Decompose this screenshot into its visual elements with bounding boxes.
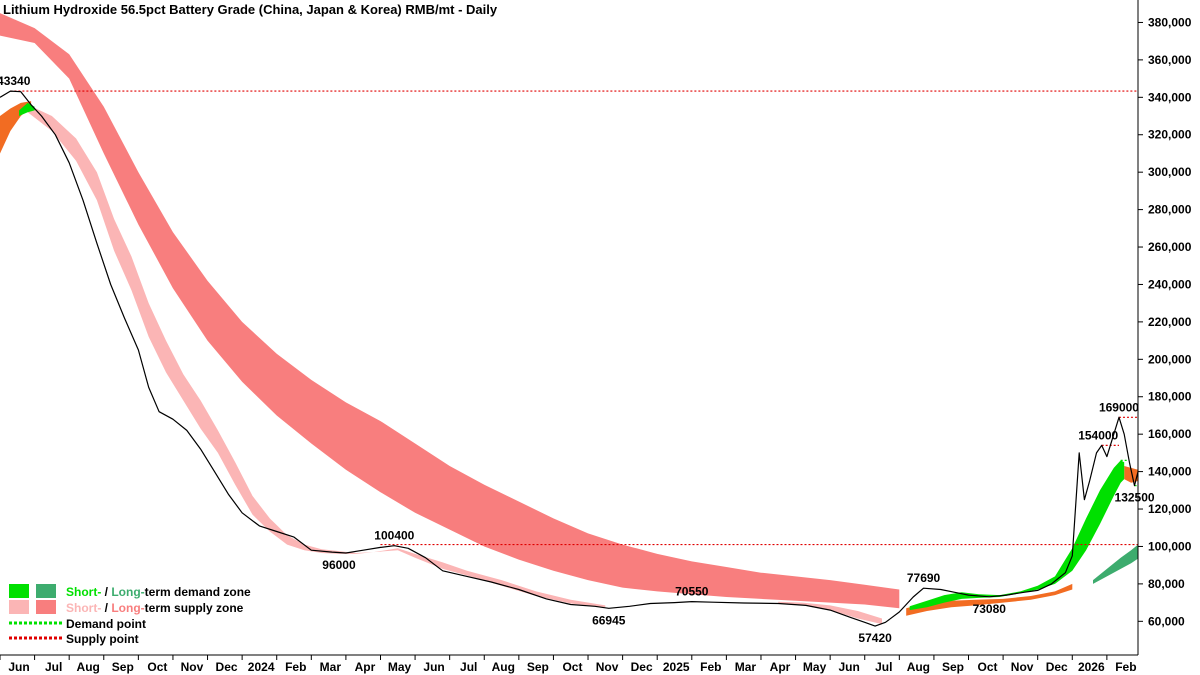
legend-slash: / [101,585,111,599]
y-tick-label: 180,000 [1148,390,1192,404]
y-tick-label: 60,000 [1148,614,1185,628]
annotation-8: 154000 [1078,428,1118,442]
x-tick-label: Feb [1115,660,1136,674]
legend-long-word: Long- [111,585,144,599]
legend-rest: term supply zone [145,601,244,615]
legend-long-supply-swatch [36,600,56,614]
annotation-7: 73080 [973,602,1007,616]
legend-short-demand-swatch [9,584,29,598]
x-tick-label: Aug [492,660,515,674]
x-tick-label: Aug [907,660,930,674]
x-tick-label: Jun [839,660,860,674]
x-tick-label: Sep [527,660,549,674]
x-tick-label: 2025 [663,660,690,674]
x-tick-label: Feb [285,660,306,674]
zone-orange-start [0,101,32,154]
x-tick-label: Nov [596,660,619,674]
y-tick-label: 300,000 [1148,165,1192,179]
x-tick-label: Apr [355,660,376,674]
series-price-line [0,90,1139,627]
y-tick-label: 200,000 [1148,352,1192,366]
x-tick-label: Aug [77,660,100,674]
y-tick-label: 320,000 [1148,128,1192,142]
x-tick-label: Jun [8,660,29,674]
annotations-layer: 343340 100400 96000 70550 66945 57420 77690 730… [0,74,1155,645]
y-tick-label: 340,000 [1148,90,1192,104]
x-tick-label: Sep [942,660,964,674]
x-tick-label: Jun [423,660,444,674]
zone-short-demand-start [19,102,35,116]
x-tick-label: Jul [875,660,892,674]
x-tick-label: Nov [1011,660,1034,674]
x-tick-label: Jul [45,660,62,674]
legend-demand-zone-label: Short- / Long-term demand zone [66,585,251,599]
x-tick-label: 2026 [1078,660,1105,674]
legend-rest: term demand zone [145,585,251,599]
legend-long-demand-swatch [36,584,56,598]
y-tick-label: 140,000 [1148,465,1192,479]
zone-long-demand [1093,544,1138,584]
annotation-4: 66945 [592,613,626,627]
zone-short-demand-recent [909,460,1125,611]
x-tick-label: Mar [735,660,757,674]
y-tick-label: 360,000 [1148,53,1192,67]
x-tick-label: Nov [181,660,204,674]
legend-long-word: Long- [111,601,144,615]
y-tick-label: 240,000 [1148,277,1192,291]
x-tick-label: Dec [216,660,238,674]
annotation-1: 100400 [374,529,414,543]
annotation-5: 57420 [858,631,892,645]
chart-title: Lithium Hydroxide 56.5pct Battery Grade … [3,2,498,17]
x-tick-label: Feb [700,660,721,674]
legend-short-supply-swatch [9,600,29,614]
legend-short-word: Short- [66,585,101,599]
zone-orange-recent [906,583,1073,616]
y-tick-label: 220,000 [1148,315,1192,329]
legend-supply-point-label: Supply point [66,632,139,646]
annotation-3: 70550 [675,585,709,599]
y-tick-label: 160,000 [1148,427,1192,441]
y-tick-label: 380,000 [1148,15,1192,29]
annotation-0: 343340 [0,74,31,88]
x-tick-label: Dec [1046,660,1068,674]
annotation-10: 132500 [1115,491,1155,505]
price-layer [0,90,1139,627]
x-tick-label: Jul [460,660,477,674]
y-tick-label: 80,000 [1148,577,1185,591]
annotation-9: 169000 [1099,400,1139,414]
y-tick-label: 260,000 [1148,240,1192,254]
x-tick-label: Oct [978,660,998,674]
legend-supply-zone-label: Short- / Long-term supply zone [66,601,244,615]
x-tick-label: Oct [147,660,167,674]
x-tick-label: Sep [112,660,134,674]
legend-slash: / [101,601,111,615]
legend-short-word: Short- [66,601,101,615]
y-tick-label: 100,000 [1148,539,1192,553]
annotation-6: 77690 [907,571,941,585]
x-tick-label: May [388,660,412,674]
zone-short-supply [27,104,606,608]
x-tick-label: Apr [770,660,791,674]
legend-demand-point-label: Demand point [66,617,146,631]
zone-orange-end [1124,466,1138,483]
x-tick-label: Mar [320,660,342,674]
y-tick-label: 120,000 [1148,502,1192,516]
y-tick-label: 280,000 [1148,203,1192,217]
zone-long-supply [0,13,900,609]
x-tick-label: May [803,660,827,674]
x-tick-label: Oct [562,660,582,674]
x-tick-label: 2024 [248,660,275,674]
annotation-2: 96000 [322,558,356,572]
x-tick-label: Dec [631,660,653,674]
